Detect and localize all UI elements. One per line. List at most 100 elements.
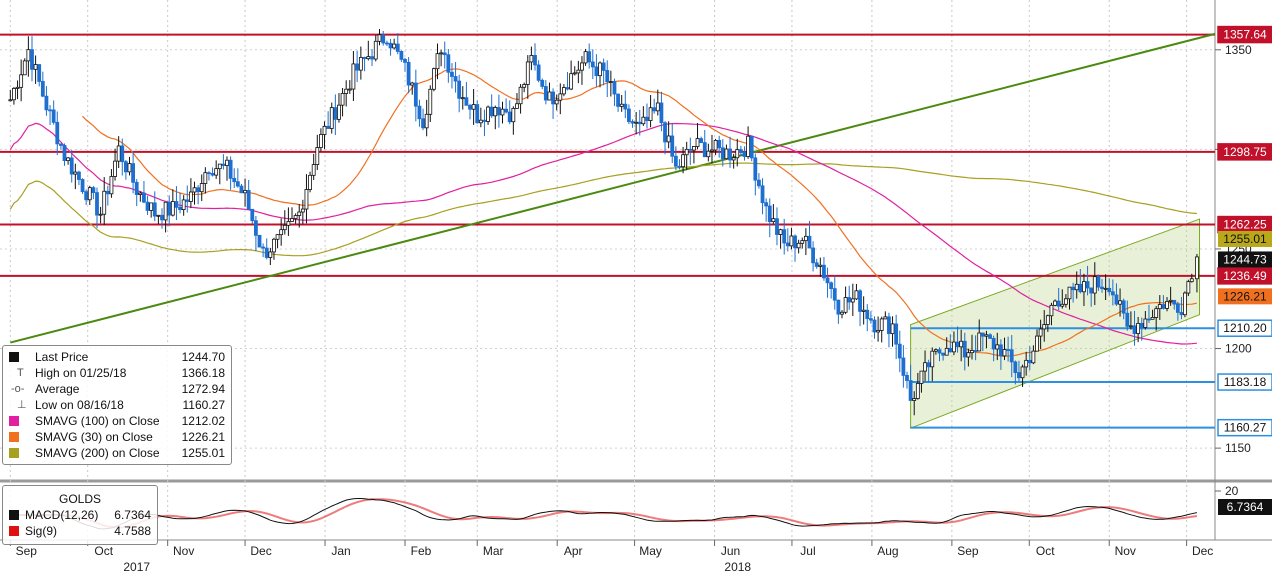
candle-body	[1060, 303, 1065, 307]
level-tag	[1217, 25, 1272, 44]
candle-body	[225, 159, 229, 166]
y-tick-label: 1200	[1225, 342, 1252, 356]
axis-value-label: 1255.01	[1223, 232, 1267, 246]
candle-body	[1168, 299, 1173, 302]
candle-body	[77, 171, 81, 180]
candle-body	[1006, 349, 1011, 351]
candle-body	[203, 172, 208, 184]
candle-body	[109, 176, 114, 195]
candle-body	[385, 42, 389, 45]
candle-body	[315, 147, 320, 166]
candle-body	[522, 84, 527, 88]
candle-body	[1074, 283, 1079, 291]
candle-body	[362, 57, 367, 60]
x-tick-label: Nov	[173, 544, 194, 558]
candle-body	[778, 229, 783, 235]
macd-legend: GOLDS MACD(12,26) 6.7364 Sig(9) 4.7588	[2, 485, 158, 545]
candle-body	[435, 53, 440, 70]
candle-body	[243, 190, 247, 194]
candle-body	[789, 235, 794, 247]
candle-body	[1009, 349, 1014, 363]
candle-body	[282, 224, 287, 231]
candle-body	[1089, 287, 1094, 294]
candle-body	[771, 218, 776, 223]
legend-label: SMAVG (30) on Close	[35, 430, 153, 444]
candle-body	[944, 347, 949, 356]
candle-body	[55, 121, 60, 145]
candle-body	[293, 215, 298, 219]
candle-body	[388, 42, 393, 49]
candle-body	[652, 107, 657, 112]
candle-body	[991, 338, 996, 350]
legend-value: 1212.02	[181, 414, 225, 428]
candle-body	[760, 185, 765, 204]
macd-row: MACD(12,26) 6.7364	[7, 507, 153, 523]
candle-body	[955, 341, 960, 348]
macd-value-tag	[1218, 499, 1272, 515]
level-tag	[1217, 319, 1272, 337]
candle-body	[572, 72, 577, 75]
legend-label: Low on 08/16/18	[35, 398, 124, 412]
sma30-swatch	[9, 432, 19, 442]
level-tag	[1217, 143, 1272, 161]
candle-body	[796, 242, 801, 249]
candle-body	[887, 316, 891, 335]
candle-body	[431, 68, 436, 90]
candle-body	[897, 343, 902, 359]
legend-row-sma100: SMAVG (100) on Close 1212.02	[7, 413, 227, 429]
candle-body	[1129, 325, 1133, 328]
candle-body	[239, 185, 244, 194]
candle-body	[594, 66, 599, 77]
candle-body	[228, 159, 233, 179]
candle-body	[1031, 350, 1036, 364]
candle-body	[1013, 361, 1018, 373]
candle-body	[446, 54, 451, 73]
candle-body	[40, 81, 45, 97]
candle-body	[468, 104, 472, 110]
signal-swatch	[9, 526, 19, 536]
candle-body	[782, 229, 787, 244]
candle-body	[102, 190, 107, 215]
candle-body	[670, 135, 675, 157]
x-tick-label: Apr	[564, 544, 583, 558]
candle-body	[713, 140, 718, 151]
candle-body	[450, 71, 454, 77]
candle-body	[785, 242, 790, 247]
level-tag-label: 1210.20	[1223, 321, 1267, 335]
candle-body	[973, 350, 978, 352]
candle-body	[250, 208, 255, 222]
candle-body	[145, 201, 150, 211]
candle-body	[134, 181, 139, 195]
candle-body	[933, 349, 938, 352]
candle-body	[1114, 294, 1119, 305]
candle-body	[58, 143, 63, 146]
candle-body	[684, 148, 689, 156]
candle-body	[221, 163, 226, 166]
candle-body	[843, 297, 848, 313]
legend-row-last-price: Last Price 1244.70	[7, 349, 227, 365]
x-tick-label: Feb	[411, 544, 432, 558]
candle-body	[199, 183, 204, 193]
candle-body	[580, 62, 584, 71]
candle-body	[587, 51, 592, 63]
x-tick-label: Jun	[721, 544, 740, 558]
low-marker-icon: ⊥	[17, 399, 27, 411]
legend-label: SMAVG (200) on Close	[35, 446, 160, 460]
candle-body	[1027, 359, 1032, 364]
candle-body	[457, 80, 462, 99]
candle-body	[235, 181, 240, 187]
candle-body	[439, 52, 444, 55]
candle-body	[1121, 300, 1126, 314]
legend-value: 1160.27	[182, 398, 226, 412]
candle-body	[181, 199, 186, 211]
candle-body	[406, 61, 411, 86]
candle-body	[1038, 328, 1043, 337]
candle-body	[268, 251, 273, 258]
level-tag	[1217, 373, 1272, 391]
high-marker-icon: T	[17, 367, 24, 379]
candle-body	[655, 102, 660, 112]
candle-body	[377, 34, 382, 42]
candle-body	[605, 70, 610, 83]
legend-value: 1366.18	[181, 366, 225, 380]
